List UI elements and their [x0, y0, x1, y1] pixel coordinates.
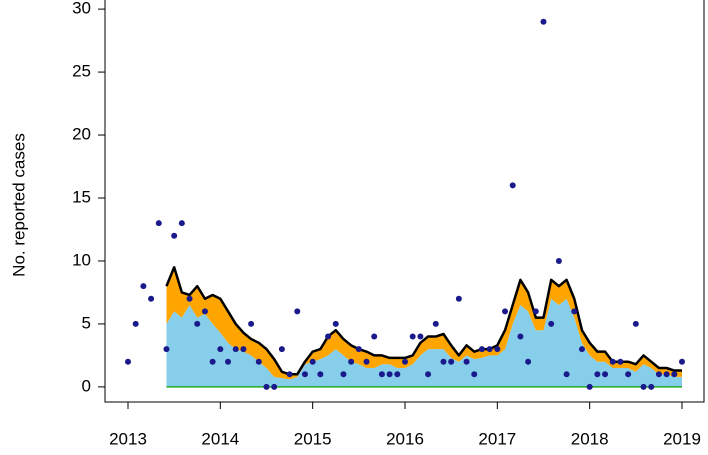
point — [271, 383, 278, 390]
point — [201, 308, 208, 315]
point — [417, 333, 424, 340]
point — [171, 232, 178, 239]
point — [240, 346, 247, 353]
point — [332, 320, 339, 327]
point — [571, 308, 578, 315]
area — [166, 267, 682, 380]
point — [386, 371, 393, 378]
point — [148, 295, 155, 302]
y-tick-label: 5 — [82, 313, 91, 332]
point — [648, 383, 655, 390]
point — [478, 346, 485, 353]
point — [540, 18, 547, 25]
point — [455, 295, 462, 302]
point — [563, 371, 570, 378]
point — [432, 320, 439, 327]
x-tick-label: 2018 — [571, 429, 609, 448]
point — [232, 346, 239, 353]
point — [494, 346, 501, 353]
point — [140, 283, 147, 290]
point — [132, 320, 139, 327]
point — [225, 358, 232, 365]
point — [679, 358, 685, 365]
x-tick-label: 2014 — [201, 429, 239, 448]
point — [655, 371, 662, 378]
point — [632, 320, 639, 327]
y-tick-label: 20 — [72, 125, 91, 144]
point — [663, 371, 670, 378]
point — [209, 358, 216, 365]
point — [486, 346, 493, 353]
point — [194, 320, 201, 327]
point — [471, 371, 478, 378]
point — [348, 358, 355, 365]
point — [217, 346, 224, 353]
point — [394, 371, 401, 378]
x-tick-label: 2013 — [109, 429, 147, 448]
point — [509, 182, 516, 189]
point — [409, 333, 416, 340]
point — [586, 383, 593, 390]
point — [425, 371, 432, 378]
point — [602, 371, 609, 378]
point — [278, 346, 285, 353]
point — [578, 346, 585, 353]
y-tick-label: 0 — [82, 376, 91, 395]
point — [625, 371, 632, 378]
point — [594, 371, 601, 378]
point — [502, 308, 509, 315]
y-axis-label: No. reported cases — [9, 133, 28, 277]
point — [532, 308, 539, 315]
point — [548, 320, 555, 327]
point — [178, 220, 185, 227]
point — [617, 358, 624, 365]
point — [255, 358, 262, 365]
point — [355, 346, 362, 353]
point — [378, 371, 385, 378]
point — [440, 358, 447, 365]
point — [155, 220, 162, 227]
y-tick-label: 15 — [72, 187, 91, 206]
area — [166, 298, 682, 387]
y-tick-label: 25 — [72, 62, 91, 81]
point — [325, 333, 332, 340]
point — [640, 383, 647, 390]
point — [448, 358, 455, 365]
point — [301, 371, 308, 378]
x-tick-label: 2017 — [478, 429, 516, 448]
point — [186, 295, 193, 302]
y-tick-label: 30 — [72, 0, 91, 18]
point — [340, 371, 347, 378]
point — [125, 358, 131, 365]
x-tick-label: 2016 — [386, 429, 424, 448]
point — [402, 358, 408, 365]
point — [555, 257, 562, 264]
point — [163, 346, 170, 353]
x-tick-label: 2019 — [663, 429, 701, 448]
point — [609, 358, 616, 365]
point — [286, 371, 293, 378]
point — [317, 371, 324, 378]
point — [671, 371, 678, 378]
point — [371, 333, 378, 340]
point — [463, 358, 470, 365]
y-tick-label: 10 — [72, 250, 91, 269]
point — [525, 358, 532, 365]
point — [363, 358, 370, 365]
x-tick-label: 2015 — [294, 429, 332, 448]
line — [165, 266, 682, 376]
point — [294, 308, 301, 315]
point — [309, 358, 316, 365]
point — [263, 383, 270, 390]
point — [248, 320, 255, 327]
plot-frame — [104, 0, 705, 403]
point — [517, 333, 524, 340]
